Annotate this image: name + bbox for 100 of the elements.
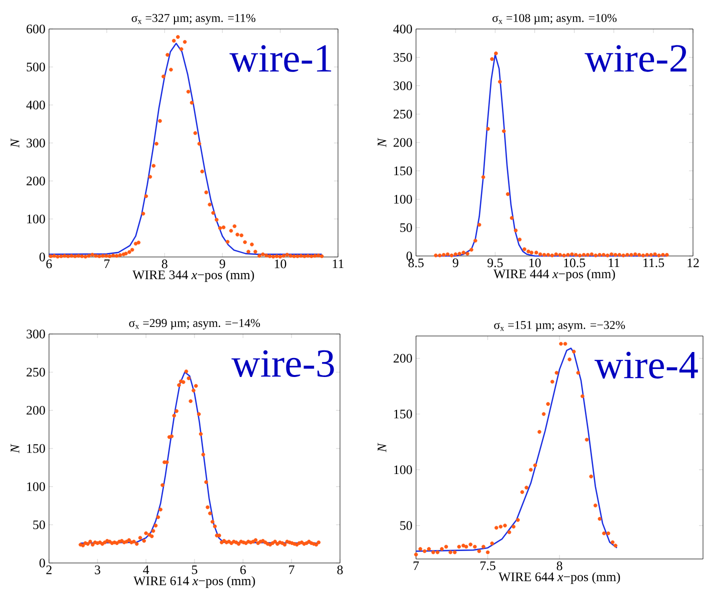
x-axis-title: WIRE 444 x−pos (mm): [494, 269, 615, 281]
point: [602, 531, 606, 536]
y-tick-label: 100: [394, 465, 412, 474]
y-tick-label: 300: [26, 138, 45, 148]
point: [542, 412, 546, 416]
point: [566, 252, 570, 257]
x-tick-label: 5: [192, 566, 198, 574]
point: [593, 504, 598, 508]
point: [528, 468, 533, 472]
chart-title: σ$_{x}$ =108 µm; asym. =10%: [492, 14, 617, 24]
point: [494, 51, 498, 56]
x-tick-label: 10.5: [564, 258, 586, 268]
point: [550, 254, 554, 258]
point: [606, 531, 610, 536]
point: [440, 547, 444, 551]
point: [621, 254, 626, 258]
point: [563, 342, 568, 346]
y-axis-title: N: [378, 138, 386, 148]
point: [448, 550, 452, 554]
point: [574, 252, 578, 257]
point: [498, 80, 502, 84]
point: [422, 549, 427, 554]
y-tick-label: 600: [26, 24, 45, 34]
point: [442, 252, 446, 257]
point: [486, 126, 490, 131]
point: [514, 228, 518, 232]
x-tick-label: 7: [414, 562, 419, 570]
y-tick-label: 50: [33, 520, 45, 530]
point: [458, 252, 462, 256]
y-tick-label: 300: [394, 81, 412, 90]
point: [452, 550, 457, 554]
point: [490, 57, 494, 61]
point: [546, 402, 550, 406]
y-axis-title: N: [378, 442, 386, 452]
point: [533, 463, 538, 468]
point: [578, 254, 582, 258]
y-tick-label: 250: [26, 368, 45, 377]
point: [507, 530, 512, 534]
y-tick-label: 100: [394, 194, 412, 204]
point: [498, 524, 503, 529]
point: [518, 238, 522, 242]
point: [472, 544, 477, 549]
x-tick-label: 8: [162, 260, 168, 268]
y-axis-title: N: [10, 444, 20, 454]
point: [444, 544, 448, 549]
y-tick-label: 50: [400, 223, 412, 232]
point: [530, 250, 534, 254]
point: [614, 544, 618, 548]
x-tick-label: 11: [332, 260, 344, 268]
point: [450, 254, 454, 258]
point: [486, 550, 490, 554]
point: [542, 252, 546, 257]
chart-title: σ$_{x}$ =151 µm; asym. =−32%: [494, 320, 625, 332]
point: [494, 526, 498, 530]
point: [570, 252, 574, 256]
point: [580, 394, 584, 398]
point: [454, 252, 458, 256]
y-tick-label: 200: [394, 354, 412, 363]
x-axis-title: WIRE 614 x−pos (mm): [134, 576, 255, 588]
point: [461, 544, 466, 548]
point: [661, 252, 665, 257]
point: [510, 216, 514, 220]
point: [554, 370, 559, 375]
point: [502, 129, 506, 134]
y-tick-label: 350: [394, 52, 412, 62]
point: [538, 430, 542, 434]
point: [436, 550, 440, 554]
x-tick-label: 10: [529, 258, 541, 268]
y-tick-label: 200: [394, 138, 412, 147]
point: [516, 518, 520, 522]
point: [568, 358, 572, 362]
point: [520, 490, 524, 494]
y-tick-label: 50: [400, 521, 412, 530]
y-tick-label: 250: [394, 110, 412, 118]
point: [470, 248, 474, 252]
point: [538, 252, 542, 256]
point: [522, 247, 526, 252]
x-tick-label: 8: [556, 562, 562, 570]
point: [582, 252, 586, 257]
y-tick-label: 400: [26, 100, 45, 110]
y-tick-label: 150: [394, 410, 412, 418]
x-axis-title: WIRE 644 x−pos (mm): [498, 572, 620, 584]
annotation: wire-4: [594, 352, 698, 379]
point: [664, 252, 669, 257]
y-tick-label: 100: [27, 482, 45, 492]
point: [431, 550, 436, 554]
point: [633, 252, 638, 256]
chart-title: σ$_{x}$ =299 µm; asym. =−14%: [129, 318, 260, 330]
point: [524, 486, 528, 490]
x-tick-label: 8.5: [408, 258, 424, 268]
point: [598, 252, 602, 257]
point: [618, 252, 622, 257]
y-tick-label: 150: [394, 166, 412, 176]
x-tick-label: 10: [274, 260, 286, 268]
x-tick-label: 7: [104, 260, 110, 268]
point: [576, 370, 580, 375]
x-tick-label: 11.5: [643, 258, 664, 268]
point: [434, 254, 438, 258]
point: [481, 175, 486, 180]
point: [418, 547, 422, 551]
